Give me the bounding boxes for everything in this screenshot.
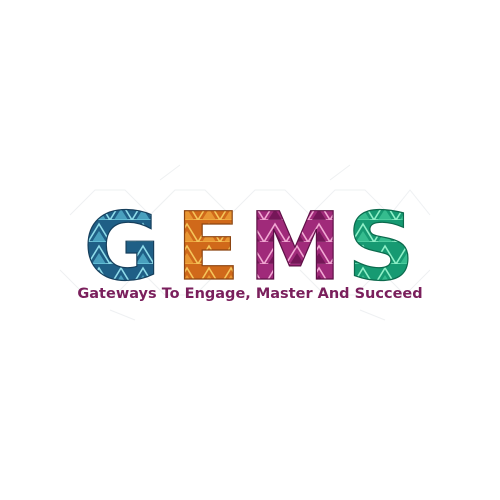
logo-letter-m: M <box>248 193 342 302</box>
logo-letter-e: E <box>176 193 240 302</box>
logo-letter-s: S <box>347 193 415 302</box>
logo-letter-g: G <box>83 193 160 302</box>
tagline: Gateways To Engage, Master And Succeed <box>77 286 423 302</box>
